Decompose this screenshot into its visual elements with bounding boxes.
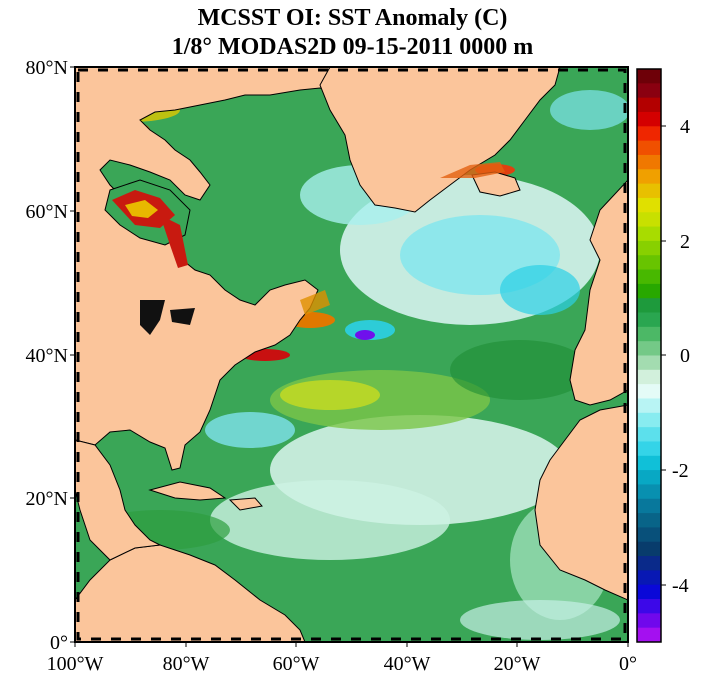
land-hispaniola xyxy=(228,497,263,511)
colorbar-swatch xyxy=(637,326,661,342)
colorbar-swatch xyxy=(637,83,661,99)
colorbar-swatch xyxy=(637,154,661,170)
map-subtitle: 1/8° MODAS2D 09-15-2011 0000 m xyxy=(171,34,534,60)
colorbar xyxy=(637,69,661,643)
land-central-america xyxy=(75,439,162,561)
colorbar-label-neg4: -4 xyxy=(672,575,689,597)
colorbar-swatch xyxy=(637,169,661,185)
lon-label-40w: 40°W xyxy=(384,653,431,675)
colorbar-swatch xyxy=(637,140,661,156)
colorbar-swatch xyxy=(637,183,661,199)
map-plot-area xyxy=(75,67,628,642)
colorbar-swatch xyxy=(637,455,661,471)
colorbar-swatch xyxy=(637,441,661,457)
axis-ticks xyxy=(70,66,629,647)
colorbar-swatch xyxy=(637,97,661,113)
land-south-america xyxy=(75,544,306,642)
lon-label-60w: 60°W xyxy=(273,653,320,675)
colorbar-swatch xyxy=(637,412,661,428)
colorbar-swatch xyxy=(637,269,661,285)
land-africa xyxy=(534,404,628,601)
lon-label-100w: 100°W xyxy=(47,653,104,675)
colorbar-swatch xyxy=(637,341,661,356)
colorbar-label-0: 0 xyxy=(680,345,690,367)
lat-label-0: 0° xyxy=(50,632,68,654)
colorbar-swatch xyxy=(637,541,661,557)
colorbar-swatch xyxy=(637,369,661,385)
colorbar-swatch xyxy=(637,470,661,485)
colorbar-label-neg2: -2 xyxy=(672,460,689,482)
colorbar-swatch xyxy=(637,384,661,399)
colorbar-swatch xyxy=(637,69,661,84)
colorbar-swatch xyxy=(637,427,661,442)
colorbar-swatch xyxy=(637,599,661,614)
colorbar-swatch xyxy=(637,240,661,256)
colorbar-swatch xyxy=(637,527,661,543)
colorbar-label-2: 2 xyxy=(680,231,690,253)
lat-label-60n: 60°N xyxy=(26,201,68,223)
colorbar-swatch xyxy=(637,627,661,643)
land-masses xyxy=(75,67,628,642)
land-cuba xyxy=(148,481,227,501)
lat-label-20n: 20°N xyxy=(26,488,68,510)
colorbar-swatch xyxy=(637,283,661,299)
lon-label-20w: 20°W xyxy=(494,653,541,675)
colorbar-swatch xyxy=(637,312,661,328)
lat-label-40n: 40°N xyxy=(26,345,68,367)
colorbar-swatch xyxy=(637,613,661,629)
colorbar-swatch xyxy=(637,513,661,528)
colorbar-swatch xyxy=(637,197,661,213)
colorbar-swatch xyxy=(637,484,661,500)
colorbar-swatch xyxy=(637,126,661,142)
lon-label-80w: 80°W xyxy=(163,653,210,675)
colorbar-swatch xyxy=(637,226,661,242)
land-greenland xyxy=(319,67,561,213)
colorbar-swatch xyxy=(637,498,661,514)
colorbar-swatch xyxy=(637,556,661,571)
colorbar-swatch xyxy=(637,398,661,414)
colorbar-label-4: 4 xyxy=(680,116,690,138)
lon-label-0: 0° xyxy=(619,653,637,675)
colorbar-swatch xyxy=(637,298,661,314)
colorbar-ticks xyxy=(661,125,666,586)
colorbar-swatch xyxy=(637,111,661,127)
map-title: MCSST OI: SST Anomaly (C) xyxy=(197,5,508,31)
land-europe xyxy=(569,179,628,406)
lat-label-80n: 80°N xyxy=(26,57,68,79)
colorbar-swatch xyxy=(637,212,661,228)
colorbar-swatch xyxy=(637,570,661,586)
inland-waters xyxy=(104,179,195,335)
anomaly-patches xyxy=(80,90,628,640)
colorbar-swatch xyxy=(637,584,661,600)
map-frame-dashes xyxy=(76,68,627,641)
colorbar-swatch xyxy=(637,255,661,271)
colorbar-swatch xyxy=(637,355,661,371)
